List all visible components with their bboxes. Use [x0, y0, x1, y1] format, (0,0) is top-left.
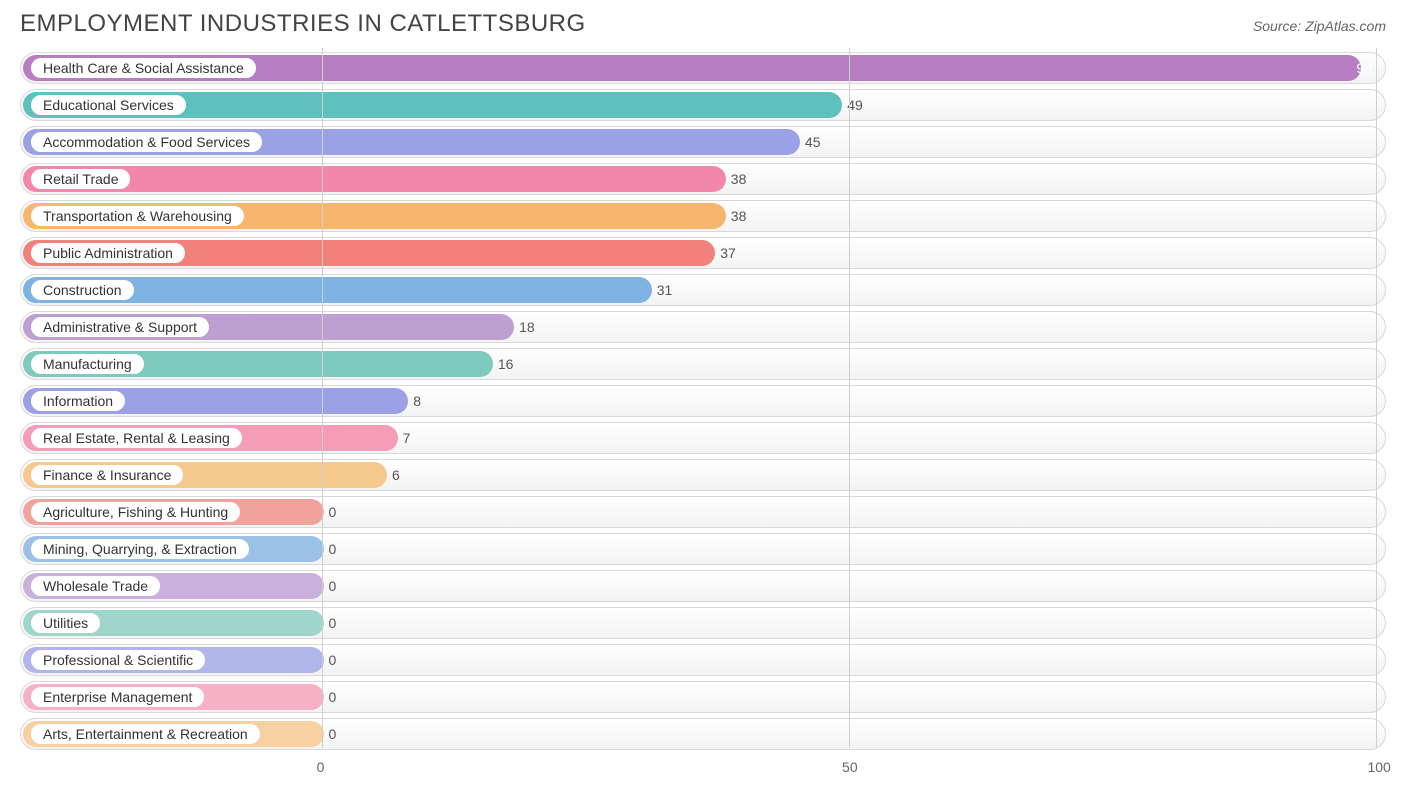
- x-axis-tick: 100: [1367, 759, 1390, 775]
- bar-category-label: Enterprise Management: [43, 689, 192, 705]
- chart-area: Health Care & Social Assistance 98 Educati…: [0, 46, 1406, 785]
- bar-value-label: 7: [403, 422, 411, 454]
- bar-category-label: Mining, Quarrying, & Extraction: [43, 541, 237, 557]
- bar-category-label: Professional & Scientific: [43, 652, 193, 668]
- bar-category-pill: Mining, Quarrying, & Extraction: [30, 538, 250, 560]
- bar-category-pill: Manufacturing: [30, 353, 145, 375]
- bar-row: Health Care & Social Assistance 98: [20, 52, 1386, 84]
- bar-row: Real Estate, Rental & Leasing 7: [20, 422, 1386, 454]
- bar-value-label: 0: [329, 718, 337, 750]
- bar-row: Educational Services49: [20, 89, 1386, 121]
- bar-category-pill: Real Estate, Rental & Leasing: [30, 427, 243, 449]
- bar-row: Agriculture, Fishing & Hunting 0: [20, 496, 1386, 528]
- bar-category-label: Agriculture, Fishing & Hunting: [43, 504, 228, 520]
- gridline: [322, 48, 323, 748]
- bar-category-pill: Public Administration: [30, 242, 186, 264]
- bar-row: Transportation & Warehousing 38: [20, 200, 1386, 232]
- bar-row: Mining, Quarrying, & Extraction 0: [20, 533, 1386, 565]
- bar-category-pill: Finance & Insurance: [30, 464, 184, 486]
- bar-category-pill: Arts, Entertainment & Recreation: [30, 723, 261, 745]
- bar-category-pill: Administrative & Support: [30, 316, 210, 338]
- bar-category-label: Transportation & Warehousing: [43, 208, 232, 224]
- bar-category-pill: Enterprise Management: [30, 686, 205, 708]
- bar-row: Professional & Scientific 0: [20, 644, 1386, 676]
- bar-row: Retail Trade 38: [20, 163, 1386, 195]
- bar-category-label: Utilities: [43, 615, 88, 631]
- bar-row: Public Administration 37: [20, 237, 1386, 269]
- bar-category-pill: Agriculture, Fishing & Hunting: [30, 501, 241, 523]
- bar-row: Information 8: [20, 385, 1386, 417]
- bar-category-label: Accommodation & Food Services: [43, 134, 250, 150]
- bar-category-pill: Health Care & Social Assistance: [30, 57, 257, 79]
- bar-category-pill: Retail Trade: [30, 168, 131, 190]
- bar-row: Construction 31: [20, 274, 1386, 306]
- bar-value-label: 38: [731, 200, 747, 232]
- bar-row: Administrative & Support 18: [20, 311, 1386, 343]
- x-axis: 050100: [20, 759, 1386, 779]
- bar-category-pill: Utilities: [30, 612, 101, 634]
- bar-row: Accommodation & Food Services 45: [20, 126, 1386, 158]
- bar-category-label: Manufacturing: [43, 356, 132, 372]
- gridline: [1376, 48, 1377, 748]
- gridline: [849, 48, 850, 748]
- bar-row: Wholesale Trade 0: [20, 570, 1386, 602]
- bar-value-label: 0: [329, 607, 337, 639]
- bar-category-pill: Professional & Scientific: [30, 649, 206, 671]
- bar-category-label: Finance & Insurance: [43, 467, 171, 483]
- bar-value-label: 6: [392, 459, 400, 491]
- x-axis-tick: 50: [842, 759, 858, 775]
- bar-category-label: Wholesale Trade: [43, 578, 148, 594]
- bar-category-pill: Wholesale Trade: [30, 575, 161, 597]
- bar-value-label: 0: [329, 533, 337, 565]
- bar-category-label: Real Estate, Rental & Leasing: [43, 430, 230, 446]
- bar-row: Finance & Insurance 6: [20, 459, 1386, 491]
- bar-category-pill: Transportation & Warehousing: [30, 205, 245, 227]
- bar-category-label: Educational Services: [43, 97, 174, 113]
- chart-header: EMPLOYMENT INDUSTRIES IN CATLETTSBURG So…: [0, 0, 1406, 46]
- bar-value-label: 18: [519, 311, 535, 343]
- bar-value-label: 38: [731, 163, 747, 195]
- bar-category-pill: Information: [30, 390, 126, 412]
- bar-value-label: 31: [657, 274, 673, 306]
- bar-value-label: 45: [805, 126, 821, 158]
- bar-row: Arts, Entertainment & Recreation 0: [20, 718, 1386, 750]
- chart-title: EMPLOYMENT INDUSTRIES IN CATLETTSBURG: [20, 10, 586, 38]
- bar-value-label: 0: [329, 644, 337, 676]
- bar-category-label: Arts, Entertainment & Recreation: [43, 726, 248, 742]
- bar-category-label: Retail Trade: [43, 171, 118, 187]
- bar-value-label: 98: [1356, 52, 1372, 84]
- bar-value-label: 8: [413, 385, 421, 417]
- bar-value-label: 16: [498, 348, 514, 380]
- bar-category-label: Health Care & Social Assistance: [43, 60, 244, 76]
- bar-category-pill: Construction: [30, 279, 135, 301]
- bar-value-label: 0: [329, 681, 337, 713]
- bar-category-pill: Accommodation & Food Services: [30, 131, 263, 153]
- bar-row: Manufacturing 16: [20, 348, 1386, 380]
- bar-category-label: Information: [43, 393, 113, 409]
- bar-row: Utilities 0: [20, 607, 1386, 639]
- x-axis-tick: 0: [317, 759, 325, 775]
- bar-value-label: 0: [329, 570, 337, 602]
- chart-source: Source: ZipAtlas.com: [1253, 18, 1386, 34]
- bar-value-label: 37: [720, 237, 736, 269]
- bar-value-label: 0: [329, 496, 337, 528]
- bar-row: Enterprise Management 0: [20, 681, 1386, 713]
- bar-category-label: Construction: [43, 282, 122, 298]
- bar-category-label: Administrative & Support: [43, 319, 197, 335]
- bar-category-pill: Educational Services: [30, 94, 187, 116]
- bar-category-label: Public Administration: [43, 245, 173, 261]
